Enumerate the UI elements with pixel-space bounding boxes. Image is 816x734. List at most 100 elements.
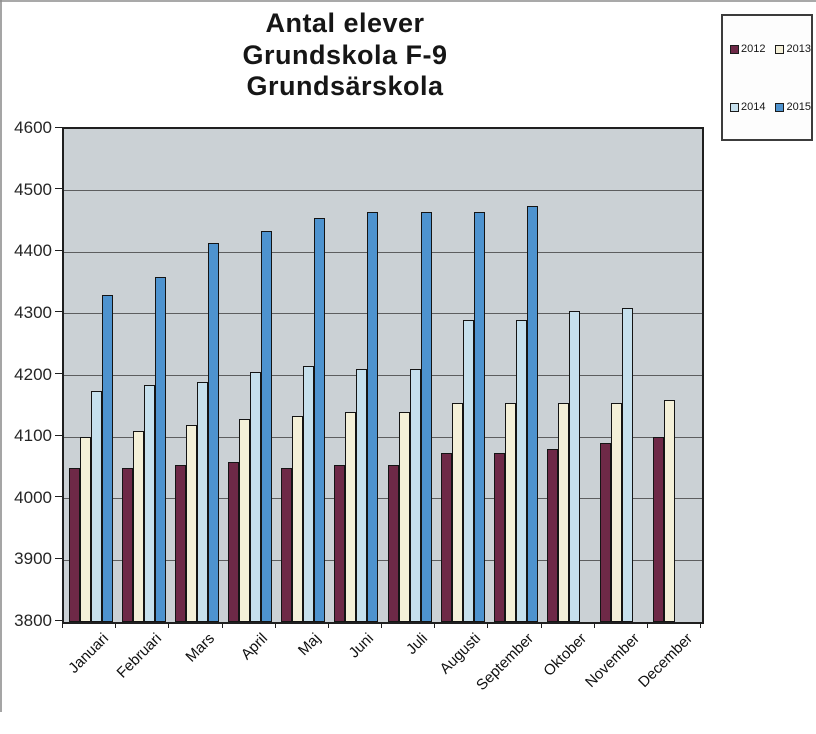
y-tick-3800: [55, 619, 62, 621]
bar-2015-Mars: [207, 243, 219, 622]
y-axis-label-4100: 4100: [14, 426, 52, 446]
legend-label-2014: 2014: [741, 101, 766, 113]
bar-2012-Mars: [174, 464, 186, 622]
y-axis-label-4500: 4500: [14, 179, 52, 199]
y-axis-label-4300: 4300: [14, 302, 52, 322]
bar-2014-Mars: [196, 381, 208, 622]
x-axis-label-April: April: [237, 630, 272, 664]
bar-2014-Maj: [303, 366, 315, 622]
x-tick-0: [62, 622, 63, 628]
bar-2014-Januari: [90, 390, 102, 622]
legend: 2012 2013 2014 2015: [721, 14, 813, 141]
bar-2012-September: [493, 452, 505, 622]
gridline-3900: [64, 559, 702, 561]
y-tick-4600: [55, 126, 62, 128]
x-tick-3: [221, 622, 223, 628]
gridline-4000: [64, 498, 702, 500]
y-tick-4300: [55, 311, 62, 313]
bar-2015-Januari: [101, 295, 113, 622]
y-tick-4200: [55, 373, 62, 374]
bar-2013-Augusti: [451, 403, 463, 622]
bar-2012-Oktober: [547, 449, 559, 622]
bar-2013-Februari: [132, 430, 144, 622]
scan-edge-top: [0, 0, 816, 2]
y-tick-4400: [55, 249, 62, 251]
x-tick-7: [434, 622, 436, 628]
bar-2012-Augusti: [440, 452, 452, 622]
x-tick-4: [274, 622, 276, 628]
x-axis-label-Mars: Mars: [182, 630, 218, 666]
y-tick-4500: [55, 188, 62, 190]
bar-2015-April: [261, 230, 273, 622]
y-tick-4000: [55, 496, 62, 498]
chart-title: Antal elever Grundskola F-9 Grundsärskol…: [0, 8, 690, 103]
x-axis-label-Februari: Februari: [113, 630, 165, 682]
bar-2014-November: [622, 307, 634, 622]
bar-2014-Juni: [356, 369, 368, 622]
legend-item-2014: 2014: [730, 101, 765, 113]
gridline-4200: [64, 375, 702, 376]
gridline-4500: [64, 190, 702, 192]
bar-2012-April: [228, 461, 240, 622]
bar-2015-Augusti: [473, 212, 485, 622]
x-axis-label-Juni: Juni: [345, 630, 378, 662]
x-tick-8: [487, 622, 489, 628]
bar-2013-April: [239, 418, 251, 622]
y-axis-label-4000: 4000: [14, 487, 52, 507]
y-axis-label-4400: 4400: [14, 241, 52, 261]
x-tick-12: [700, 622, 701, 628]
legend-label-2012: 2012: [741, 43, 766, 55]
x-tick-9: [540, 622, 542, 628]
y-axis-label-3900: 3900: [14, 549, 52, 569]
legend-row-1: 2014 2015: [730, 101, 811, 113]
gridline-4100: [64, 436, 702, 438]
legend-swatch-2014: [730, 102, 739, 112]
x-axis-label-November: November: [582, 630, 644, 691]
x-axis-label-Juli: Juli: [402, 630, 431, 658]
bar-2013-Mars: [185, 424, 197, 622]
bar-2015-Juli: [420, 212, 432, 622]
bar-2015-Juni: [367, 212, 379, 622]
x-axis-label-Januari: Januari: [64, 630, 112, 677]
x-tick-11: [646, 622, 648, 628]
chart-title-line-2: Grundskola F-9: [242, 39, 448, 70]
y-axis-label-3800: 3800: [14, 611, 52, 630]
bar-2014-April: [250, 372, 262, 622]
legend-swatch-2012: [730, 44, 739, 54]
bar-2015-September: [526, 206, 538, 622]
bar-2014-Juli: [409, 369, 421, 622]
legend-item-2015: 2015: [775, 101, 811, 113]
scan-edge-left: [0, 0, 2, 712]
legend-label-2013: 2013: [786, 43, 811, 55]
x-tick-1: [115, 622, 117, 628]
bar-2012-Juli: [387, 464, 399, 622]
bar-2012-November: [600, 443, 612, 622]
bar-2014-September: [515, 320, 527, 622]
x-tick-2: [168, 622, 170, 628]
x-axis-label-December: December: [635, 630, 697, 691]
bar-2013-December: [664, 400, 676, 622]
chart-title-line-1: Antal elever: [265, 8, 425, 38]
bar-2012-December: [653, 437, 665, 622]
legend-item-2012: 2012: [730, 43, 765, 55]
bar-2013-Oktober: [558, 403, 570, 622]
bar-2014-Augusti: [462, 320, 474, 622]
bar-2015-Februari: [154, 276, 166, 622]
x-tick-5: [327, 622, 329, 628]
legend-row-0: 2012 2013: [730, 43, 811, 55]
bar-2012-Juni: [334, 464, 346, 622]
bar-2012-Januari: [68, 467, 80, 622]
legend-swatch-2013: [775, 44, 785, 54]
bar-2014-Oktober: [569, 310, 581, 622]
chart-title-line-3: Grundsärskola: [246, 71, 444, 102]
bar-2013-November: [611, 403, 623, 622]
x-tick-10: [593, 622, 595, 628]
y-tick-4100: [55, 434, 62, 436]
bar-2014-Februari: [143, 384, 155, 622]
y-axis-label-4200: 4200: [14, 364, 52, 384]
gridline-4400: [64, 251, 702, 253]
plot-area: [62, 127, 704, 624]
legend-item-2013: 2013: [775, 43, 811, 55]
legend-label-2015: 2015: [786, 101, 811, 113]
scanned-chart-page: { "page": { "background": "#ffffff", "ar…: [0, 0, 816, 712]
